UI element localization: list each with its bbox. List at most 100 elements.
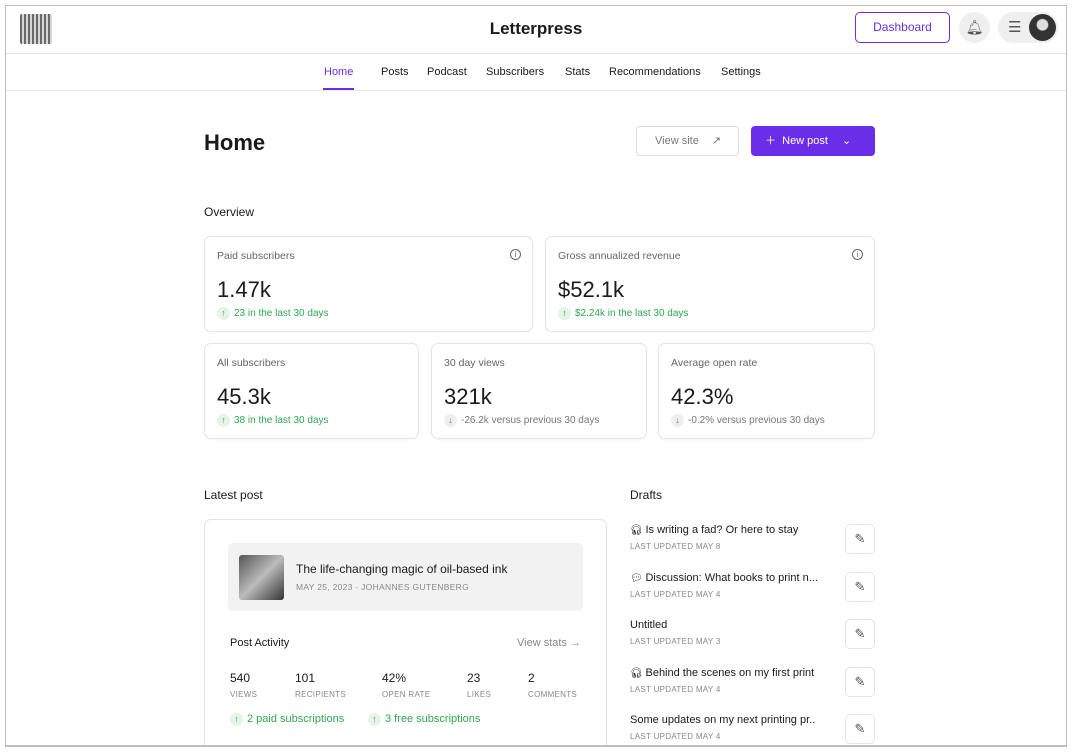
stat-card: Average open rate 42.3% ↓ -0.2% versus prev… [658, 343, 875, 439]
post-stat-label: RECIPIENTS [295, 690, 347, 699]
stat-delta: ↑ 23 in the last 30 days [217, 307, 329, 320]
tab-settings[interactable]: Settings [721, 66, 761, 78]
app-window: Letterpress Dashboard 🔔︎ ☰ Home Posts Po… [5, 5, 1067, 747]
draft-item[interactable]: 🎧︎ Is writing a fad? Or here to stay LAST… [630, 524, 875, 564]
plus-icon: ＋ [765, 135, 776, 147]
stat-card: 30 day views 321k ↓ -26.2k versus previous … [431, 343, 647, 439]
stat-label: Average open rate [671, 357, 758, 369]
stat-label: All subscribers [217, 357, 286, 369]
paid-subscriptions-label: 2 paid subscriptions [247, 713, 345, 725]
stat-value: 321k [444, 384, 492, 409]
stat-label: Gross annualized revenue [558, 250, 681, 262]
post-stat: 23 LIKES [467, 671, 491, 699]
post-stat-label: OPEN RATE [382, 690, 431, 699]
stat-label: 30 day views [444, 357, 505, 369]
tab-stats[interactable]: Stats [565, 66, 591, 78]
arrow-up-icon: ↑ [217, 414, 230, 427]
info-icon[interactable]: i [852, 249, 863, 260]
stat-delta-text: $2.24k in the last 30 days [575, 308, 689, 319]
stat-label: Paid subscribers [217, 250, 295, 262]
speech-bubble-icon: 💬︎ [630, 572, 646, 584]
edit-pencil-icon[interactable]: ✎ [845, 571, 875, 602]
draft-item[interactable]: Untitled LAST UPDATED MAY 3 ✎ [630, 619, 875, 659]
headphones-icon: 🎧︎ [630, 667, 646, 679]
arrow-down-icon: ↓ [671, 414, 684, 427]
post-stat: 101 RECIPIENTS [295, 671, 346, 699]
publication-title: Letterpress [489, 19, 583, 38]
top-bar: Letterpress Dashboard 🔔︎ ☰ [6, 6, 1066, 54]
tab-posts[interactable]: Posts [381, 66, 409, 78]
post-stat: 2 COMMENTS [528, 671, 577, 699]
dashboard-button[interactable]: Dashboard [855, 12, 950, 43]
tab-podcast[interactable]: Podcast [427, 66, 467, 78]
page-title: Home [204, 130, 266, 155]
info-icon[interactable]: i [510, 249, 521, 260]
draft-updated: LAST UPDATED MAY 4 [630, 732, 721, 741]
view-site-label: View site [655, 135, 699, 147]
post-meta: MAY 25, 2023 · JOHANNES GUTENBERG [296, 582, 470, 592]
logo[interactable] [20, 14, 52, 44]
edit-pencil-icon[interactable]: ✎ [845, 619, 875, 649]
stat-value: 45.3k [217, 384, 271, 409]
post-stat-label: LIKES [467, 690, 492, 699]
draft-title: Discussion: What books to print n... [645, 571, 818, 584]
draft-title: Is writing a fad? Or here to stay [645, 524, 799, 536]
stat-delta-text: 38 in the last 30 days [234, 415, 329, 426]
arrow-up-icon: ↑ [368, 713, 381, 726]
stat-delta-text: -26.2k versus previous 30 days [461, 415, 600, 426]
draft-updated: LAST UPDATED MAY 3 [630, 637, 721, 646]
edit-pencil-icon[interactable]: ✎ [845, 666, 875, 697]
account-menu-button[interactable]: ☰ [998, 12, 1058, 43]
post-stat-value: 540 [230, 671, 251, 685]
view-stats-link[interactable]: View stats → [517, 637, 581, 649]
draft-item[interactable]: Some updates on my next printing pr.. LAS… [630, 714, 875, 745]
bell-icon[interactable]: 🔔︎ [959, 12, 990, 43]
view-site-button[interactable]: View site ↗ [636, 126, 739, 156]
paid-subscriptions: ↑ 2 paid subscriptions [230, 713, 344, 726]
post-stat: 42% OPEN RATE [382, 671, 430, 699]
new-post-button[interactable]: ＋ New post ⌄ [751, 126, 875, 156]
arrow-up-icon: ↑ [558, 307, 571, 320]
free-subscriptions-label: 3 free subscriptions [385, 713, 481, 725]
draft-updated: LAST UPDATED MAY 8 [630, 542, 721, 551]
latest-post-item[interactable]: The life-changing magic of oil-based ink… [228, 543, 583, 611]
arrow-up-icon: ↑ [230, 713, 243, 726]
post-stat-label: COMMENTS [528, 690, 578, 699]
avatar [1029, 14, 1056, 41]
new-post-label: New post [782, 135, 828, 147]
edit-pencil-icon[interactable]: ✎ [845, 714, 875, 744]
post-stat: 540 VIEWS [230, 671, 257, 699]
stat-card: All subscribers 45.3k ↑ 38 in the last 30 d… [204, 343, 419, 439]
edit-pencil-icon[interactable]: ✎ [845, 524, 875, 554]
post-stat-value: 101 [295, 671, 316, 685]
stat-card: Gross annualized revenue i $52.1k ↑ $2.24k i… [545, 236, 875, 332]
menu-icon: ☰ [1008, 19, 1022, 36]
nav-tabs: Home Posts Podcast Subscribers Stats Rec… [6, 55, 1066, 91]
stat-delta: ↑ 38 in the last 30 days [217, 414, 329, 427]
draft-updated: LAST UPDATED MAY 4 [630, 684, 721, 694]
tab-recommendations[interactable]: Recommendations [609, 66, 701, 78]
draft-item[interactable]: 💬︎ Discussion: What books to print n... L… [630, 571, 875, 612]
post-stat-value: 23 [467, 671, 481, 685]
post-activity-heading: Post Activity [230, 637, 290, 649]
latest-post-heading: Latest post [204, 488, 263, 502]
draft-item[interactable]: 🎧︎ Behind the scenes on my first print LA… [630, 666, 875, 707]
chevron-down-icon: ⌄ [841, 135, 852, 147]
arrow-up-icon: ↑ [217, 307, 230, 320]
free-subscriptions: ↑ 3 free subscriptions [368, 713, 480, 726]
overview-heading: Overview [204, 205, 255, 219]
latest-post-card: The life-changing magic of oil-based ink… [204, 519, 607, 745]
external-link-icon: ↗ [711, 135, 722, 147]
stat-delta-text: 23 in the last 30 days [234, 308, 329, 319]
stat-delta: ↓ -0.2% versus previous 30 days [671, 414, 825, 427]
post-thumbnail [239, 555, 284, 600]
stat-delta: ↑ $2.24k in the last 30 days [558, 307, 688, 320]
draft-title: Untitled [630, 619, 668, 631]
draft-title: Behind the scenes on my first print [645, 666, 815, 679]
post-title: The life-changing magic of oil-based ink [296, 562, 508, 576]
tab-home[interactable]: Home [324, 66, 354, 78]
post-stat-value: 2 [528, 671, 535, 685]
draft-updated: LAST UPDATED MAY 4 [630, 589, 721, 599]
active-tab-indicator [323, 88, 354, 90]
tab-subscribers[interactable]: Subscribers [486, 66, 545, 78]
